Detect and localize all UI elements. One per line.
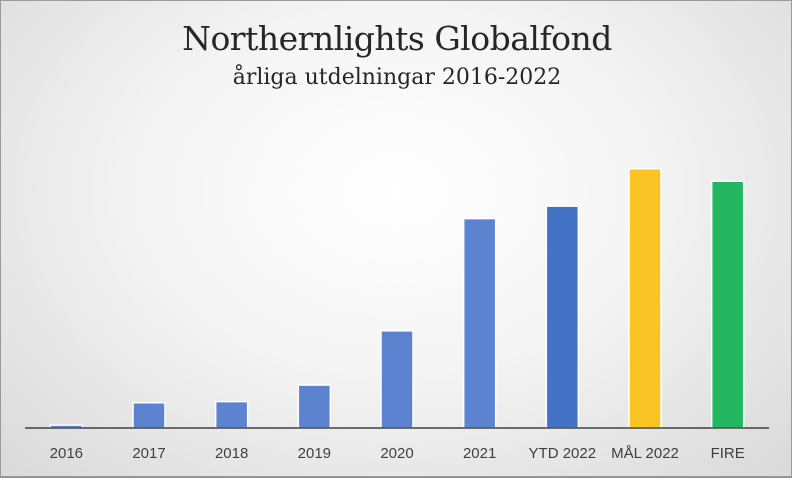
- x-tick-label: YTD 2022: [529, 445, 597, 462]
- bar-2021: [462, 217, 497, 429]
- chart-subtitle: årliga utdelningar 2016-2022: [232, 65, 562, 90]
- x-tick-label: 2019: [298, 445, 331, 462]
- x-tick-label: 2016: [50, 445, 83, 462]
- x-tick-label: MÅL 2022: [611, 445, 679, 462]
- bar-mål-2022: [628, 167, 662, 429]
- chart-title: Northernlights Globalfond: [182, 19, 612, 58]
- bar-fire: [710, 180, 745, 429]
- x-tick-label: 2018: [215, 445, 248, 462]
- bar-ytd-2022: [545, 205, 580, 429]
- x-tick-label: 2017: [132, 445, 165, 462]
- x-tick-label: 2021: [463, 445, 496, 462]
- bar-2019: [297, 384, 332, 429]
- bar-2017: [132, 402, 166, 429]
- x-tick-label: 2020: [380, 445, 413, 462]
- bar-2018: [214, 400, 249, 429]
- bar-2020: [380, 330, 414, 429]
- x-tick-label: FIRE: [711, 445, 745, 462]
